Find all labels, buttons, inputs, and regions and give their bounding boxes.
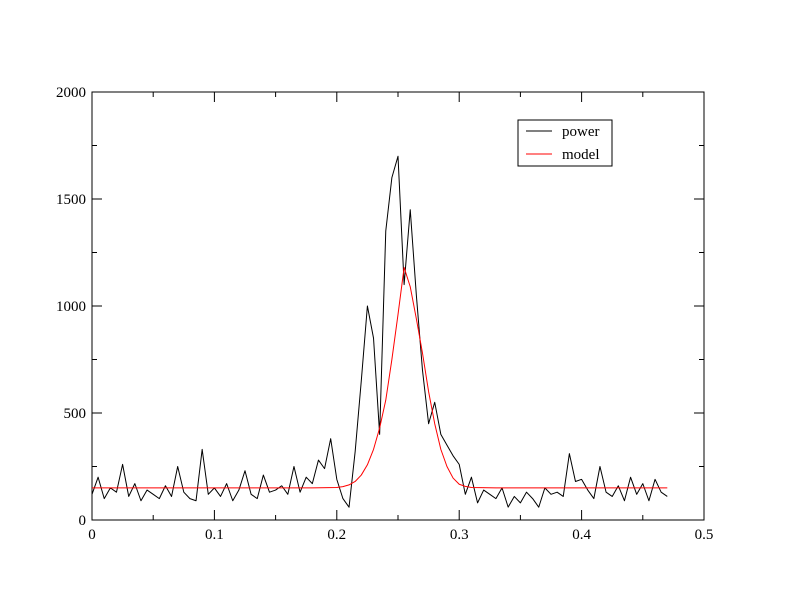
x-tick-label: 0 bbox=[88, 527, 96, 543]
x-tick-label: 0.4 bbox=[572, 527, 591, 543]
y-tick-label: 2000 bbox=[56, 85, 86, 101]
x-tick-label: 0.3 bbox=[450, 527, 469, 543]
y-tick-label: 0 bbox=[79, 513, 87, 529]
legend-label-model: model bbox=[562, 147, 600, 163]
y-tick-label: 1000 bbox=[56, 299, 86, 315]
series-line-power bbox=[91, 155, 668, 508]
legend: power model bbox=[517, 119, 613, 167]
x-tick-label: 0.5 bbox=[695, 527, 714, 543]
series-layer bbox=[91, 155, 668, 508]
legend-label-power: power bbox=[562, 124, 600, 140]
y-tick-label: 500 bbox=[64, 406, 87, 422]
x-tick-label: 0.1 bbox=[205, 527, 224, 543]
legend-box bbox=[517, 119, 613, 167]
x-tick-label: 0.2 bbox=[327, 527, 346, 543]
y-tick-label: 1500 bbox=[56, 192, 86, 208]
axis-ticks bbox=[91, 91, 705, 521]
series-line-model bbox=[92, 266, 668, 489]
axis-tick-labels: 0 0.1 0.2 0.3 0.4 0.5 0 500 1000 1500 2000 bbox=[56, 85, 713, 543]
